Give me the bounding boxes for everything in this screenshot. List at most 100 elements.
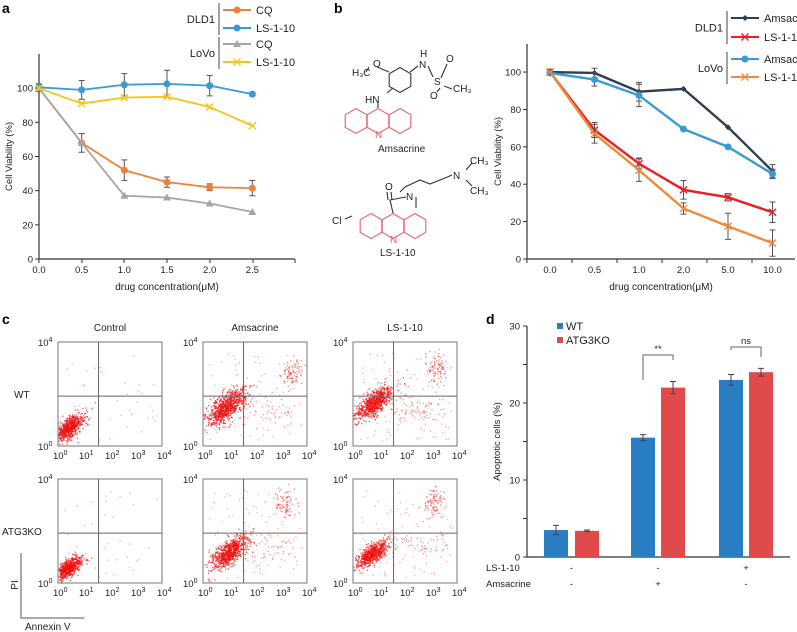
- event-dot: [361, 413, 363, 415]
- event-dot: [208, 518, 211, 520]
- event-dot: [224, 552, 226, 554]
- event-dot: [429, 430, 432, 432]
- event-dot: [227, 547, 229, 549]
- event-dot: [377, 397, 379, 399]
- event-dot: [216, 421, 218, 423]
- event-dot: [69, 571, 71, 573]
- event-dot: [64, 424, 66, 426]
- event-dot: [69, 425, 72, 427]
- event-dot: [229, 392, 232, 394]
- event-dot: [74, 427, 76, 429]
- event-dot: [58, 434, 60, 436]
- event-dot: [363, 393, 365, 395]
- event-dot: [234, 394, 236, 396]
- event-dot: [386, 390, 388, 392]
- event-dot: [366, 414, 368, 416]
- event-dot: [368, 407, 370, 409]
- event-dot: [149, 405, 151, 407]
- event-dot: [214, 563, 216, 566]
- event-dot: [373, 394, 376, 396]
- event-dot: [126, 556, 128, 558]
- event-dot: [291, 503, 294, 505]
- event-dot: [232, 390, 234, 392]
- event-dot: [285, 497, 288, 499]
- event-dot: [79, 415, 81, 417]
- event-dot: [148, 547, 150, 549]
- event-dot: [438, 356, 440, 358]
- event-dot: [81, 416, 83, 418]
- event-dot: [236, 404, 238, 407]
- event-dot: [242, 540, 244, 542]
- x-tick-label: 104: [157, 587, 172, 599]
- event-dot: [296, 560, 298, 562]
- event-dot: [132, 569, 134, 571]
- event-dot: [237, 550, 240, 552]
- event-dot: [219, 421, 221, 423]
- event-dot: [235, 543, 238, 545]
- event-dot: [225, 561, 228, 563]
- event-dot: [71, 574, 73, 576]
- event-dot: [100, 370, 102, 372]
- event-dot: [59, 434, 61, 436]
- event-dot: [241, 549, 243, 551]
- series-dld1-amsacrine: [547, 67, 776, 179]
- event-dot: [221, 549, 223, 552]
- tick-exponent: 0: [194, 441, 198, 448]
- atom-o: O: [373, 59, 381, 70]
- tick-exponent: 4: [168, 450, 172, 457]
- event-dot: [228, 414, 230, 416]
- event-dot: [381, 388, 383, 390]
- event-dot: [226, 398, 229, 400]
- event-dot: [274, 416, 276, 419]
- event-dot: [225, 553, 227, 555]
- event-dot: [394, 411, 396, 413]
- event-dot: [369, 408, 371, 410]
- event-dot: [239, 534, 241, 537]
- event-dot: [233, 554, 235, 556]
- event-dot: [238, 391, 240, 393]
- event-dot: [223, 558, 225, 561]
- event-dot: [394, 413, 396, 415]
- event-dot: [225, 568, 227, 570]
- event-dot: [223, 557, 226, 559]
- event-dot: [373, 415, 375, 417]
- event-dot: [367, 409, 369, 411]
- event-dot: [354, 423, 356, 425]
- event-dot: [377, 402, 379, 404]
- event-dot: [235, 402, 237, 404]
- event-dot: [243, 541, 245, 543]
- event-dot: [383, 387, 386, 389]
- event-dot: [360, 559, 362, 562]
- event-dot: [230, 545, 232, 547]
- x-tick-label: 104: [157, 450, 172, 462]
- event-dot: [231, 553, 233, 556]
- event-dot: [218, 400, 221, 403]
- event-dot: [289, 377, 291, 380]
- event-dot: [288, 424, 291, 426]
- event-dot: [208, 560, 210, 562]
- tick-exponent: 1: [385, 450, 389, 457]
- event-dot: [66, 427, 68, 429]
- event-dot: [233, 561, 235, 564]
- event-dot: [431, 386, 433, 388]
- tick-exponent: 0: [344, 441, 348, 448]
- event-dot: [374, 403, 376, 405]
- event-dot: [72, 569, 75, 571]
- event-dot: [217, 556, 220, 558]
- event-dot: [229, 552, 231, 554]
- event-dot: [259, 393, 261, 395]
- event-dot: [220, 403, 222, 405]
- event-dot: [245, 548, 247, 550]
- event-dot: [212, 413, 215, 415]
- event-dot: [94, 567, 96, 569]
- event-dot: [382, 398, 384, 400]
- event-dot: [211, 570, 213, 572]
- event-dot: [76, 554, 78, 556]
- event-dot: [372, 408, 374, 411]
- tick-exponent: 4: [313, 587, 317, 594]
- event-dot: [223, 407, 225, 409]
- event-dot: [227, 550, 229, 552]
- event-dot: [229, 495, 231, 497]
- data-point: [248, 184, 256, 192]
- event-dot: [237, 551, 239, 553]
